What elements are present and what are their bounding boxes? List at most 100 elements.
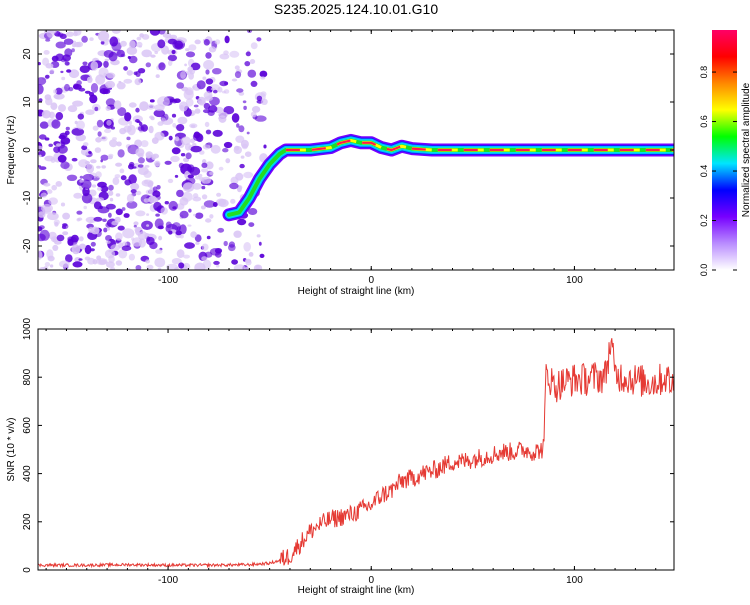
noise-dot [141,179,154,187]
noise-dot [100,135,108,142]
spectrogram-y-axis-label: Frequency (Hz) [6,116,17,185]
noise-dot [215,251,222,258]
noise-dot [88,151,92,154]
snr-y-axis-label: SNR (10 * v/v) [6,418,17,482]
noise-dot [216,192,222,197]
noise-dot [44,94,52,101]
noise-dot [150,54,156,58]
noise-dot [200,205,206,210]
noise-dot [79,179,84,183]
noise-dot [209,171,214,176]
noise-dot [128,102,137,108]
noise-dot [183,254,190,259]
noise-dot [225,158,231,164]
noise-dot [208,46,217,53]
colorbar-gradient [712,30,737,270]
noise-dot [135,70,141,77]
noise-dot [133,221,139,226]
noise-dot [135,119,140,123]
noise-dot [39,166,47,171]
noise-dot [259,253,265,258]
y-tick-label: 600 [22,417,33,434]
noise-dot [243,171,254,179]
noise-dot [76,218,81,222]
noise-dot [241,143,248,150]
noise-dot [120,175,127,181]
noise-dot [111,220,119,226]
noise-dot [233,264,246,270]
colorbar-ticks: 0.0 0.2 0.4 0.6 0.8 [699,66,737,276]
noise-dot [95,171,102,179]
noise-dot [139,33,145,38]
noise-dot [114,174,121,179]
noise-dot [155,74,160,78]
noise-dot [88,226,94,233]
noise-dot [58,104,66,112]
noise-dot [68,69,80,79]
noise-dot [217,227,225,233]
noise-dot [187,66,193,73]
noise-dot [121,207,126,211]
noise-dot [239,163,245,169]
y-tick-label: 400 [22,465,33,482]
noise-dot [84,244,92,255]
noise-dot [190,62,201,71]
noise-dot [105,261,115,268]
noise-dot [190,145,202,153]
noise-dot [74,257,82,263]
colorbar-tick-label: 0.0 [699,264,709,277]
noise-dot [173,98,181,103]
noise-dot [223,106,235,115]
noise-dot [203,102,211,110]
noise-dot [244,61,251,67]
noise-dot [73,30,82,36]
noise-dot [128,120,132,126]
noise-dot [164,201,169,205]
noise-dot [97,206,110,214]
noise-dot [121,245,132,251]
noise-dot [61,223,69,229]
noise-dot [158,62,166,71]
noise-dot [203,39,210,46]
noise-dot [152,190,161,198]
noise-dot [168,230,173,235]
snr-x-axis-label: Height of straight line (km) [298,585,415,596]
colorbar-tick-label: 0.2 [699,214,709,227]
x-tick-label: 100 [566,275,583,286]
noise-dot [228,241,235,248]
noise-dot [193,131,201,139]
noise-scatter [38,30,268,270]
noise-dot [85,109,95,115]
noise-dot [174,267,180,270]
noise-dot [53,219,60,225]
noise-dot [197,96,206,105]
noise-dot [256,95,263,102]
noise-dot [54,95,60,99]
noise-dot [174,174,179,178]
noise-dot [195,212,204,219]
noise-dot [68,87,74,92]
noise-dot [224,35,230,44]
noise-dot [78,258,83,261]
noise-dot [205,129,212,135]
noise-dot [146,264,154,270]
noise-dot [168,200,178,211]
noise-dot [130,182,140,191]
noise-dot [123,66,128,71]
snr-series-line [38,338,674,569]
noise-dot [92,125,99,131]
y-tick-label: 0 [22,147,33,153]
noise-dot [111,30,121,34]
noise-dot [104,58,110,62]
noise-dot [149,99,155,103]
noise-dot [212,129,223,137]
noise-dot [151,137,159,145]
noise-dot [119,168,125,174]
noise-dot [141,49,152,58]
noise-dot [38,77,47,86]
noise-dot [112,177,120,186]
noise-dot [201,185,206,190]
noise-dot [190,138,196,144]
noise-dot [233,146,242,154]
